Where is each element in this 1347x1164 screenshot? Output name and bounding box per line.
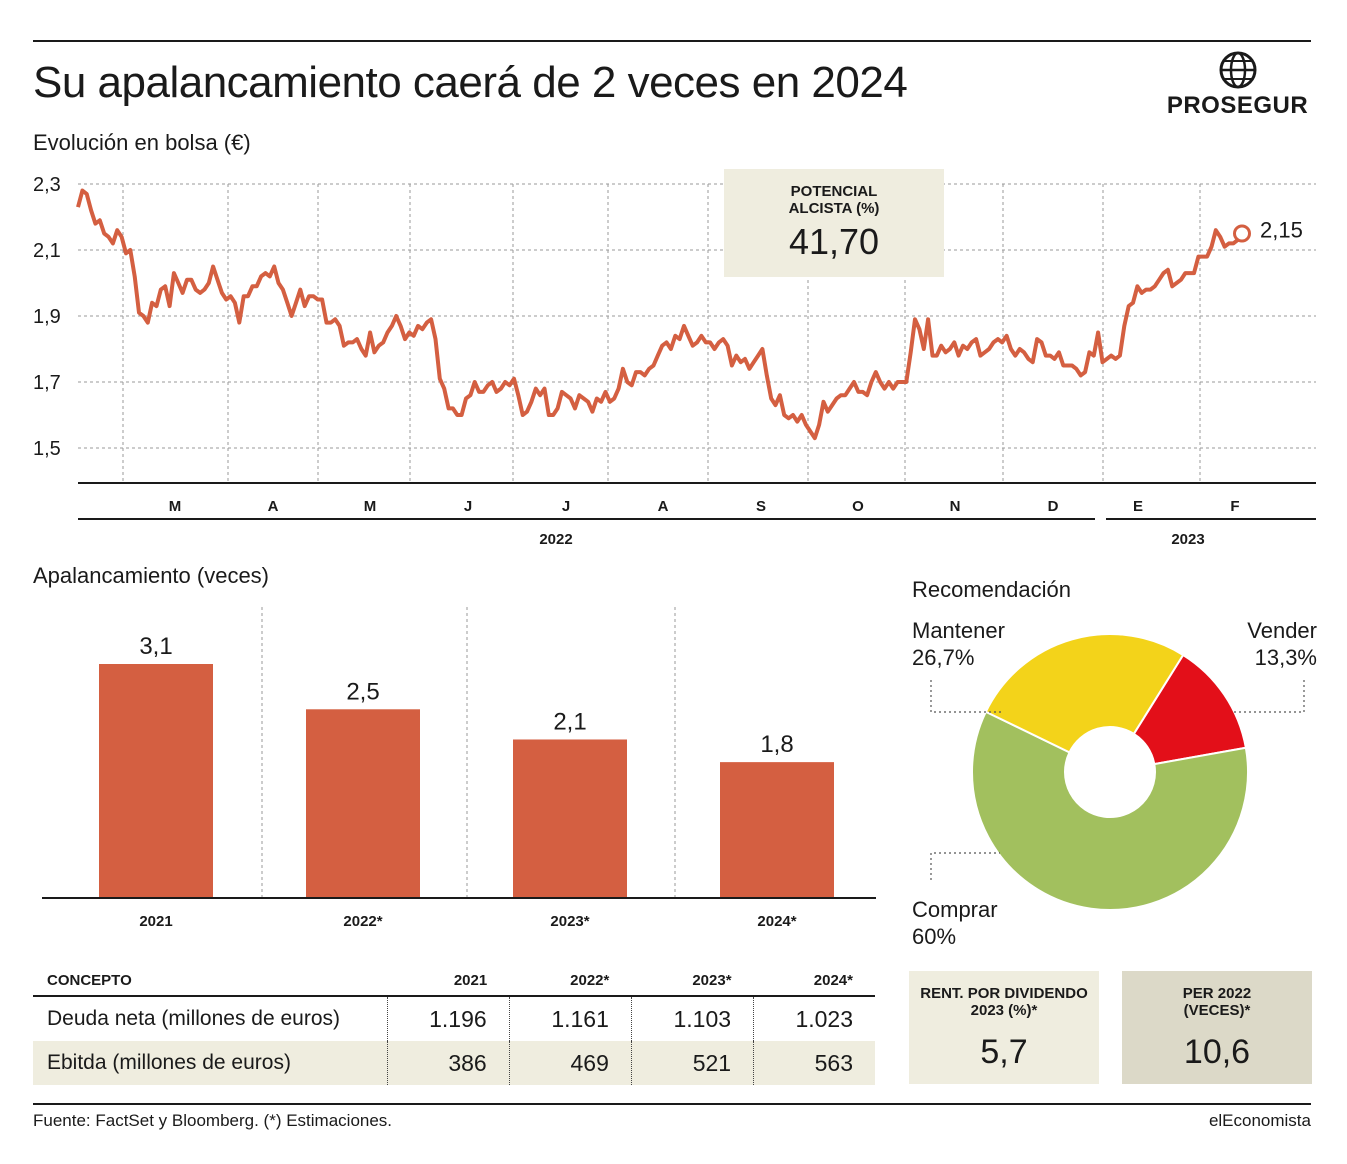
callout-value: 41,70 [788, 221, 880, 262]
bar [513, 739, 627, 898]
table-header-row: CONCEPTO 2021 2022* 2023* 2024* [33, 968, 875, 997]
pie-label-comprar: Comprar 60% [912, 896, 998, 950]
table-cell: 1.161 [508, 996, 632, 1041]
year-label: 2023 [1171, 531, 1204, 548]
bottom-rule [33, 1103, 1311, 1105]
x-tick-label: E [1133, 498, 1143, 515]
rentabilidad-value: 5,7 [980, 1033, 1028, 1071]
x-tick-label: F [1230, 498, 1239, 515]
bar-value-label: 1,8 [760, 731, 793, 758]
table-header: 2024* [753, 968, 875, 997]
bar [720, 762, 834, 898]
table-header: 2023* [631, 968, 754, 997]
x-tick-label: M [169, 498, 182, 515]
table-cell: Deuda neta (millones de euros) [47, 1007, 340, 1030]
x-tick-label: N [950, 498, 961, 515]
bar [306, 709, 420, 898]
table-cell: 563 [753, 1041, 875, 1085]
pie-label-name: Mantener [912, 618, 1005, 643]
source-note: Fuente: FactSet y Bloomberg. (*) Estimac… [33, 1111, 393, 1130]
pie-label-pct: 13,3% [1254, 645, 1317, 670]
pie-chart-title: Recomendación [912, 577, 1071, 602]
globe-icon [1219, 51, 1257, 89]
rentabilidad-box: RENT. POR DIVIDENDO 2023 (%)* 5,7 [909, 971, 1099, 1084]
page-title: Su apalancamiento caerá de 2 veces en 20… [33, 58, 908, 107]
pie-label-pct: 26,7% [912, 645, 975, 670]
x-tick-label: J [464, 498, 472, 515]
y-tick-label: 1,5 [33, 438, 61, 460]
per-value: 10,6 [1183, 1033, 1251, 1071]
pie-label-pct: 60% [912, 924, 957, 949]
table-cell: 469 [508, 1041, 632, 1085]
table-cell: 1.196 [386, 996, 510, 1041]
table-header: 2021 [387, 968, 510, 997]
per-box: PER 2022 (VECES)* 10,6 [1122, 971, 1312, 1084]
y-tick-label: 2,3 [33, 174, 61, 196]
donut-slice-vender [1132, 653, 1248, 766]
x-tick-label: A [268, 498, 279, 515]
table-row: Ebitda (millones de euros) 386 469 521 5… [33, 1041, 875, 1085]
bar-category-label: 2022* [343, 913, 382, 930]
price-line [76, 188, 1244, 441]
potencial-callout: POTENCIAL ALCISTA (%) 41,70 [724, 169, 944, 277]
x-tick-label: S [756, 498, 766, 515]
data-table: CONCEPTO 2021 2022* 2023* 2024* Deuda ne… [33, 968, 875, 1085]
top-rule [33, 40, 1311, 42]
leader-line-mantener [930, 680, 1004, 713]
x-tick-label: O [852, 498, 864, 515]
bar-category-label: 2024* [757, 913, 796, 930]
x-tick-label: A [658, 498, 669, 515]
table-cell: 1.023 [753, 996, 875, 1041]
bar-chart-title: Apalancamiento (veces) [33, 563, 270, 588]
table-cell: 521 [630, 1041, 754, 1085]
last-point-marker [1233, 224, 1251, 243]
bar-category-label: 2021 [139, 913, 172, 930]
last-value-label: 2,15 [1260, 218, 1303, 243]
pie-label-vender: Vender 13,3% [1180, 617, 1317, 671]
bar [99, 664, 213, 898]
callout-label: POTENCIAL ALCISTA (%) [788, 183, 880, 217]
prosegur-logo [1160, 51, 1315, 124]
table-cell: Ebitda (millones de euros) [33, 1041, 387, 1085]
y-tick-label: 1,9 [33, 306, 61, 328]
x-tick-label: J [562, 498, 570, 515]
table-cell: 386 [386, 1041, 510, 1085]
y-tick-label: 2,1 [33, 240, 61, 262]
y-tick-label: 1,7 [33, 372, 61, 394]
pie-label-name: Vender [1247, 618, 1317, 643]
donut-slice-mantener [984, 632, 1185, 754]
year-label: 2022 [539, 531, 572, 548]
bar-category-label: 2023* [550, 913, 589, 930]
bar-value-label: 2,1 [553, 708, 586, 735]
leader-line-comprar [930, 852, 1000, 880]
x-tick-label: D [1048, 498, 1059, 515]
table-row: Deuda neta (millones de euros) 1.196 1.1… [33, 996, 875, 1041]
rentabilidad-label: RENT. POR DIVIDENDO 2023 (%)* [920, 985, 1088, 1019]
per-label: PER 2022 (VECES)* [1182, 985, 1252, 1019]
leader-line-vender [1234, 680, 1305, 713]
bar-value-label: 3,1 [139, 633, 172, 660]
pie-label-mantener: Mantener 26,7% [912, 617, 1005, 671]
table-header: 2022* [509, 968, 632, 997]
table-header: CONCEPTO [33, 968, 387, 997]
line-chart-title: Evolución en bolsa (€) [33, 130, 251, 155]
bar-value-label: 2,5 [346, 678, 379, 705]
table-cell: 1.103 [630, 996, 754, 1041]
logo-wordmark: PROSEGUR [1166, 92, 1309, 119]
x-tick-label: M [364, 498, 377, 515]
credit: elEconomista [1208, 1111, 1311, 1130]
pie-label-name: Comprar [912, 897, 998, 922]
donut-slice-comprar [971, 710, 1249, 912]
